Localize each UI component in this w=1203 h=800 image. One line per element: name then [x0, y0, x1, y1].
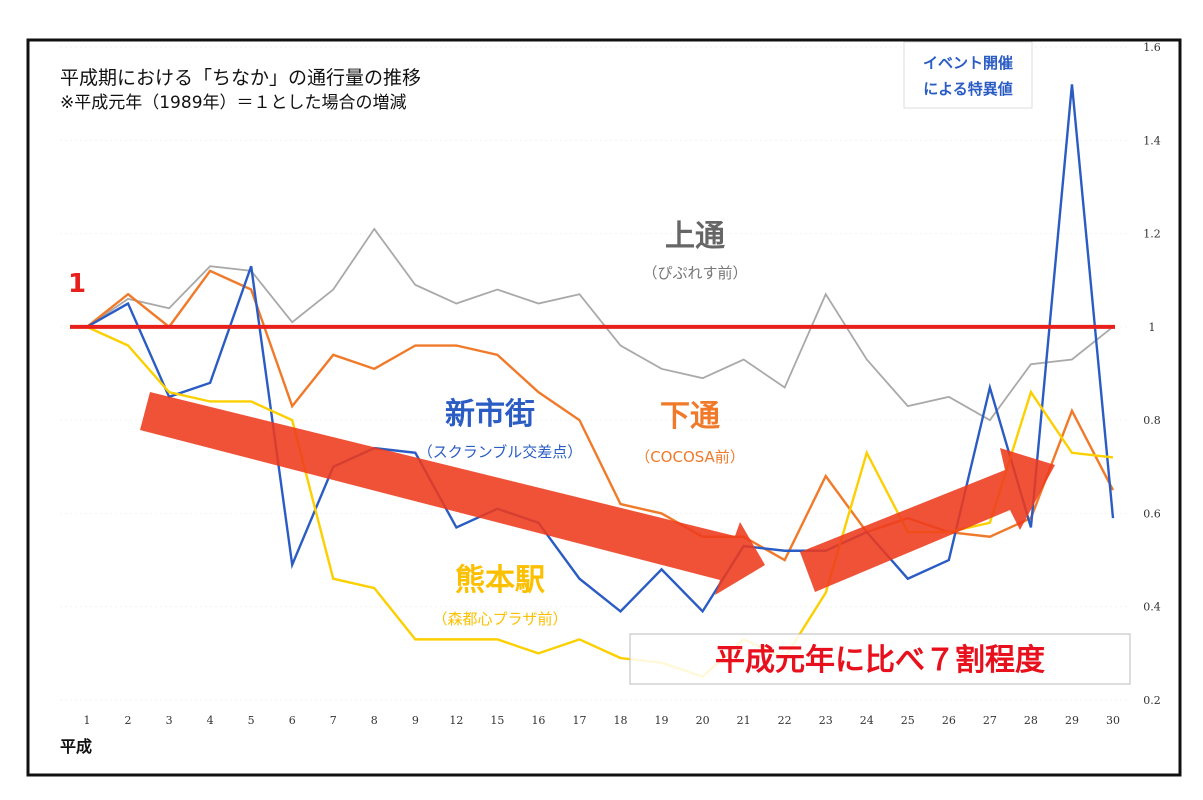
uptrend-arrow: [800, 448, 1055, 592]
x-tick-label: 4: [207, 714, 214, 727]
x-axis-label: 平成: [60, 737, 92, 756]
y-tick-label: 1.2: [1143, 228, 1161, 241]
y-tick-label: 0.4: [1143, 601, 1161, 614]
x-tick-label: 26: [942, 714, 956, 727]
x-tick-label: 6: [289, 714, 296, 727]
x-tick-label: 30: [1106, 714, 1120, 727]
event-note-box: [903, 41, 1033, 109]
x-tick-label: 5: [248, 714, 255, 727]
y-tick-label: 1.4: [1143, 134, 1161, 147]
x-tick-label: 28: [1024, 714, 1038, 727]
chart-title: 平成期における「ちなか」の通行量の推移: [60, 67, 421, 89]
x-tick-label: 20: [696, 714, 710, 727]
x-tick-label: 8: [371, 714, 378, 727]
event-note-line2: による特異値: [923, 80, 1013, 98]
summary-annotation: 平成元年に比べ７割程度: [715, 643, 1045, 678]
x-tick-label: 7: [330, 714, 337, 727]
series-sub-kamitori: （ぴぷれす前）: [642, 264, 747, 282]
downtrend-arrow: [140, 392, 765, 595]
y-tick-label: 1.6: [1143, 41, 1161, 54]
x-tick-label: 19: [655, 714, 669, 727]
y-tick-label: 1: [1149, 321, 1156, 334]
x-tick-label: 21: [737, 714, 751, 727]
series-sub-kumamoto-station: （森都心プラザ前）: [432, 610, 567, 628]
event-note-line1: イベント開催: [923, 54, 1013, 72]
series-label-shimotori: 下通: [660, 399, 720, 434]
series-line-0: [86, 227, 1114, 422]
x-tick-label: 2: [125, 714, 132, 727]
x-tick-label: 25: [901, 714, 915, 727]
x-tick-label: 9: [412, 714, 419, 727]
x-tick-label: 1: [84, 714, 91, 727]
series-sub-shimotori: （COCOSA前）: [635, 448, 745, 466]
series-label-kumamoto-station: 熊本駅: [455, 563, 545, 598]
baseline-label: 1: [68, 269, 86, 299]
x-tick-label: 18: [614, 714, 628, 727]
x-tick-label: 17: [572, 714, 586, 727]
series-line-2: [86, 84, 1115, 614]
x-tick-label: 22: [778, 714, 792, 727]
series-label-shinshigai: 新市街: [445, 397, 535, 432]
chart-subtitle: ※平成元年（1989年）＝１とした場合の増減: [60, 93, 407, 113]
summary-box: [629, 633, 1131, 685]
x-tick-label: 24: [860, 714, 874, 727]
x-tick-label: 15: [490, 714, 504, 727]
x-tick-label: 3: [166, 714, 173, 727]
series-sub-shinshigai: （スクランブル交差点）: [418, 443, 583, 461]
series-label-kamitori: 上通: [665, 219, 725, 254]
x-tick-label: 23: [819, 714, 833, 727]
x-tick-label: 12: [449, 714, 463, 727]
x-tick-label: 29: [1065, 714, 1079, 727]
y-tick-label: 0.8: [1143, 414, 1161, 427]
x-tick-label: 27: [983, 714, 997, 727]
x-tick-label: 16: [531, 714, 545, 727]
y-tick-label: 0.6: [1143, 507, 1161, 520]
y-tick-label: 0.2: [1143, 694, 1161, 707]
